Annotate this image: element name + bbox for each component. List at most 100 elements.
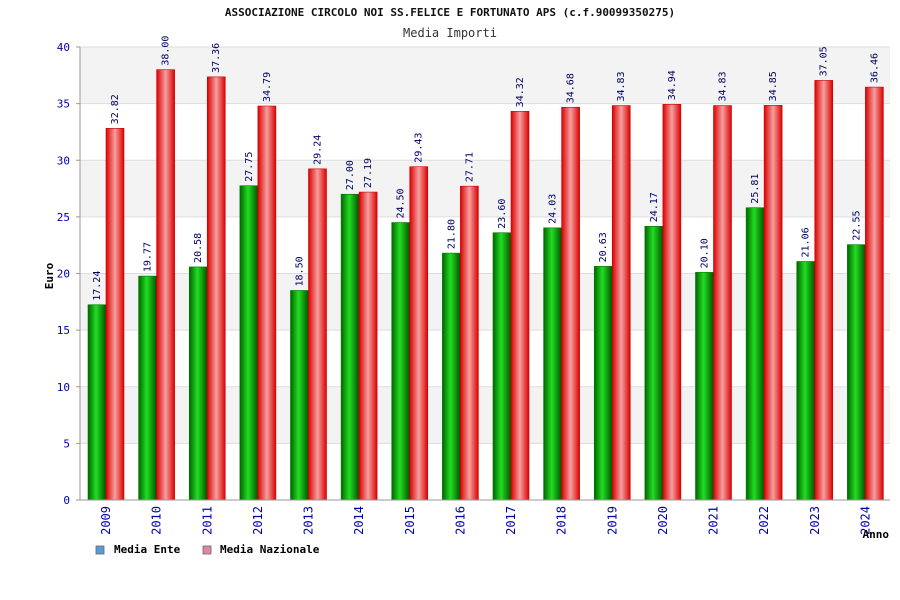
- chart-subtitle: Media Importi: [403, 26, 497, 40]
- bar-media-ente: [695, 272, 714, 501]
- y-tick-label: 0: [63, 494, 70, 507]
- y-tick-label: 25: [57, 211, 70, 224]
- data-label-media-nazionale: 37.36: [211, 43, 222, 73]
- y-tick-label: 35: [57, 98, 70, 111]
- x-tick-label: 2015: [403, 506, 417, 535]
- bar-media-nazionale: [662, 104, 682, 501]
- y-tick-label: 40: [57, 41, 70, 54]
- bar-media-nazionale: [611, 105, 631, 501]
- bar-media-ente: [745, 207, 765, 501]
- x-tick-label: 2017: [504, 506, 518, 535]
- x-tick-label: 2019: [605, 506, 619, 535]
- x-tick-label: 2023: [808, 506, 822, 535]
- chart-title: ASSOCIAZIONE CIRCOLO NOI SS.FELICE E FOR…: [225, 6, 675, 19]
- legend-swatch-media-ente: [95, 545, 105, 555]
- data-label-media-nazionale: 32.82: [110, 94, 121, 124]
- bar-media-nazionale: [460, 185, 479, 501]
- data-label-media-ente: 23.60: [497, 199, 508, 229]
- bar-media-nazionale: [865, 86, 884, 501]
- data-label-media-nazionale: 34.83: [718, 71, 729, 101]
- data-label-media-ente: 27.75: [244, 152, 255, 182]
- legend: Media Ente Media Nazionale: [95, 543, 320, 556]
- bar-media-nazionale: [763, 105, 783, 501]
- legend-label-media-nazionale: Media Nazionale: [220, 543, 320, 556]
- bar-media-ente: [847, 244, 866, 501]
- data-label-media-nazionale: 34.79: [262, 72, 273, 102]
- bar-media-nazionale: [713, 105, 732, 501]
- bar-media-ente: [290, 290, 309, 501]
- data-label-media-nazionale: 36.46: [869, 53, 880, 83]
- bar-media-ente: [391, 222, 411, 501]
- bar-media-nazionale: [409, 166, 429, 501]
- data-label-media-nazionale: 27.19: [363, 158, 374, 188]
- x-tick-label: 2024: [858, 506, 872, 535]
- bar-media-ente: [138, 275, 157, 501]
- legend-swatch-media-nazionale: [202, 545, 212, 555]
- data-label-media-nazionale: 38.00: [161, 36, 172, 66]
- bar-media-nazionale: [257, 105, 277, 501]
- bar-media-ente: [796, 261, 816, 501]
- x-tick-label: 2014: [352, 506, 366, 535]
- bar-media-ente: [442, 252, 461, 501]
- data-label-media-ente: 25.81: [750, 174, 761, 204]
- data-label-media-ente: 21.80: [446, 219, 457, 249]
- x-axis-label: Anno: [863, 528, 890, 541]
- bar-media-ente: [188, 266, 208, 501]
- data-label-media-nazionale: 34.83: [616, 71, 627, 101]
- bar-media-nazionale: [105, 128, 125, 501]
- data-label-media-ente: 24.17: [649, 192, 660, 222]
- x-tick-label: 2016: [453, 506, 467, 535]
- data-label-media-ente: 18.50: [295, 256, 306, 286]
- data-label-media-nazionale: 34.32: [515, 77, 526, 107]
- x-tick-label: 2010: [150, 506, 164, 535]
- y-tick-label: 5: [63, 437, 70, 450]
- y-axis-label: Euro: [43, 262, 56, 289]
- x-axis-ticks: 2009 2010 2011 2012 2013 2014 2015 2016 2017 2018…: [99, 506, 872, 535]
- data-label-media-ente: 20.58: [193, 233, 204, 263]
- bar-media-ente: [239, 185, 259, 501]
- data-label-media-nazionale: 34.94: [667, 70, 678, 100]
- y-tick-label: 20: [57, 268, 70, 281]
- data-label-media-nazionale: 34.68: [566, 73, 577, 103]
- data-label-media-ente: 17.24: [92, 271, 103, 301]
- x-tick-label: 2022: [757, 506, 771, 535]
- data-label-media-nazionale: 27.71: [464, 152, 475, 182]
- y-tick-label: 15: [57, 324, 70, 337]
- x-tick-label: 2013: [302, 506, 316, 535]
- bar-media-nazionale: [561, 106, 580, 501]
- legend-label-media-ente: Media Ente: [114, 543, 181, 556]
- bar-media-nazionale: [814, 80, 834, 501]
- x-tick-label: 2018: [555, 506, 569, 535]
- data-label-media-ente: 22.55: [851, 211, 862, 241]
- data-label-media-ente: 21.06: [801, 227, 812, 257]
- data-label-media-ente: 20.10: [700, 238, 711, 268]
- bar-media-ente: [593, 266, 613, 501]
- data-label-media-ente: 27.00: [345, 160, 356, 190]
- bar-media-ente: [340, 193, 360, 501]
- bar-media-ente: [543, 227, 562, 501]
- x-tick-label: 2020: [656, 506, 670, 535]
- x-tick-label: 2009: [99, 506, 113, 535]
- bar-media-nazionale: [156, 69, 175, 501]
- y-axis-ticks: 0 5 10 15 20 25 30 35 40: [57, 41, 70, 507]
- bar-media-nazionale: [358, 191, 378, 501]
- bar-media-ente: [644, 225, 664, 501]
- bar-media-nazionale: [308, 168, 327, 501]
- y-tick-label: 30: [57, 154, 70, 167]
- data-labels: 17.24 32.82 19.77 38.00 20.58 37.36 27.75 34.79…: [92, 36, 880, 301]
- bar-media-nazionale: [206, 76, 226, 501]
- data-label-media-ente: 20.63: [598, 232, 609, 262]
- data-label-media-nazionale: 29.43: [414, 133, 425, 163]
- data-label-media-nazionale: 34.85: [768, 71, 779, 101]
- data-label-media-ente: 24.50: [396, 188, 407, 218]
- x-tick-label: 2012: [251, 506, 265, 535]
- data-label-media-nazionale: 37.05: [819, 46, 830, 76]
- data-label-media-ente: 19.77: [143, 242, 154, 272]
- x-tick-label: 2021: [707, 506, 721, 535]
- x-tick-label: 2011: [200, 506, 214, 535]
- bar-media-ente: [492, 232, 512, 501]
- y-tick-label: 10: [57, 381, 70, 394]
- data-label-media-nazionale: 29.24: [313, 135, 324, 165]
- bar-media-ente: [87, 304, 107, 501]
